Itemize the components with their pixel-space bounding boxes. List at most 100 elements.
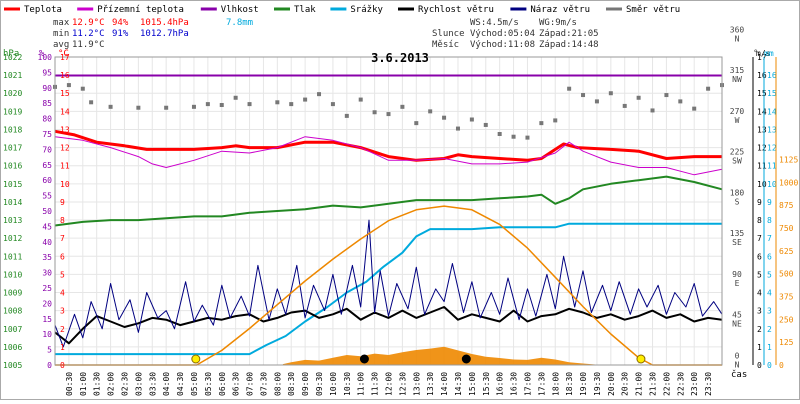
- tick-label-humidity: 35: [42, 253, 52, 262]
- tick-label-humidity: 55: [42, 192, 52, 201]
- tick-label-wind-dir-name: W: [735, 116, 740, 125]
- x-tick-label: 07:00: [246, 372, 255, 396]
- stats-max-rain: 7.8mm: [226, 18, 253, 28]
- wind-dir-point: [205, 102, 210, 107]
- wind-dir-point: [636, 95, 641, 100]
- tick-label-temp: 9: [60, 198, 65, 207]
- tick-label-ms: 2: [757, 325, 762, 334]
- x-tick-label: 13:00: [412, 372, 421, 396]
- tick-label-hpa: 1009: [3, 289, 22, 298]
- tick-label-hpa: 1016: [3, 162, 22, 171]
- x-tick-label: 12:00: [385, 372, 394, 396]
- tick-label-temp: 0: [60, 361, 65, 370]
- tick-label-hpa: 1020: [3, 89, 22, 98]
- x-tick-label: 06:30: [232, 372, 241, 396]
- x-tick-label: 19:30: [593, 372, 602, 396]
- tick-label-temp: 17: [60, 53, 70, 62]
- tick-label-mm: 10: [767, 180, 777, 189]
- tick-label-mm: 4: [767, 289, 772, 298]
- tick-label-humidity: 60: [42, 176, 52, 185]
- tick-label-temp: 14: [60, 107, 70, 116]
- x-tick-label: 16:30: [510, 372, 519, 396]
- tick-label-humidity: 5: [47, 346, 52, 355]
- axis-unit-ms: m/s: [756, 49, 771, 58]
- series-wind_speed: [54, 306, 723, 345]
- tick-label-hpa: 1011: [3, 252, 22, 261]
- tick-label-wind-dir-name: NW: [732, 75, 742, 84]
- wind-dir-point: [289, 102, 294, 107]
- tick-label-mm: 1: [767, 343, 772, 352]
- wind-dir-point: [692, 106, 697, 111]
- tick-label-temp: 15: [60, 89, 70, 98]
- wind-dir-point: [664, 93, 669, 98]
- tick-label-hpa: 1008: [3, 307, 22, 316]
- sun-set: Západ:21:05: [539, 29, 599, 39]
- x-tick-label: 05:00: [190, 372, 199, 396]
- tick-label-wind-dir-deg: 135: [730, 229, 745, 238]
- tick-label-ms: 17: [757, 53, 767, 62]
- tick-label-humidity: 40: [42, 238, 52, 247]
- tick-label-ms: 8: [757, 216, 762, 225]
- x-tick-label: 10:00: [329, 372, 338, 396]
- wind-dir-point: [219, 103, 224, 108]
- tick-label-temp: 4: [60, 289, 65, 298]
- tick-label-temp: 11: [60, 162, 70, 171]
- x-tick-label: 23:00: [690, 372, 699, 396]
- x-tick-label: 14:30: [454, 372, 463, 396]
- wind-dir-point: [567, 86, 572, 91]
- tick-label-wind-dir-deg: 315: [730, 66, 745, 75]
- wind-dir-point: [372, 110, 377, 115]
- x-tick-label: 05:30: [204, 372, 213, 396]
- tick-label-ms: 7: [757, 234, 762, 243]
- tick-label-solar: 875: [779, 201, 794, 210]
- sun-label: Slunce: [432, 29, 465, 39]
- sun-marker: [191, 354, 201, 364]
- tick-label-temp: 7: [60, 234, 65, 243]
- series-temperature: [54, 129, 722, 162]
- tick-label-wind-dir-name: NE: [732, 320, 742, 329]
- wind-dir-point: [594, 99, 599, 104]
- tick-label-humidity: 100: [38, 53, 53, 62]
- tick-label-humidity: 70: [42, 145, 52, 154]
- wind-dir-point: [511, 134, 516, 139]
- wind-dir-point: [303, 97, 308, 102]
- x-tick-label: 01:30: [93, 372, 102, 396]
- tick-label-hpa: 1010: [3, 270, 22, 279]
- tick-label-mm: 11: [767, 162, 777, 171]
- wind-dir-point: [80, 86, 85, 91]
- tick-label-wind-dir-deg: 270: [730, 107, 745, 116]
- x-tick-label: 21:30: [649, 372, 658, 396]
- x-tick-label: 04:00: [162, 372, 171, 396]
- series-wind_gust: [54, 219, 723, 348]
- tick-label-wind-dir-name: N: [735, 34, 740, 43]
- wind-dir-point: [164, 105, 169, 110]
- wind-dir-point: [497, 132, 502, 136]
- legend: Teplota Přízemní teplota Vlhkost Tlak Srážky…: [4, 5, 680, 15]
- tick-label-hpa: 1015: [3, 180, 22, 189]
- moon-rise: Východ:11:08: [470, 40, 535, 50]
- tick-label-humidity: 90: [42, 84, 52, 93]
- tick-label-wind-dir-deg: 180: [730, 188, 745, 197]
- sun-marker: [636, 354, 646, 364]
- tick-label-temp: 8: [60, 216, 65, 225]
- tick-label-hpa: 1014: [3, 198, 22, 207]
- tick-label-humidity: 85: [42, 99, 52, 108]
- tick-label-hpa: 1017: [3, 144, 22, 153]
- x-tick-label: 02:00: [107, 372, 116, 396]
- stats-max-press: 1015.4hPa: [140, 18, 189, 28]
- wind-dir-point: [706, 86, 711, 91]
- tick-label-humidity: 0: [47, 361, 52, 370]
- tick-label-mm: 12: [767, 144, 777, 153]
- x-tick-label: 15:00: [468, 372, 477, 396]
- tick-label-mm: 16: [767, 71, 777, 80]
- x-tick-label: 17:30: [537, 372, 546, 396]
- tick-label-mm: 14: [767, 107, 777, 116]
- stats-min-hum: 91%: [112, 29, 129, 39]
- x-tick-label: 04:30: [176, 372, 185, 396]
- wind-dir-point: [344, 113, 349, 118]
- x-tick-label: 09:00: [301, 372, 310, 396]
- legend-label: Směr větru: [626, 5, 680, 15]
- tick-label-mm: 5: [767, 270, 772, 279]
- tick-label-ms: 14: [757, 107, 767, 116]
